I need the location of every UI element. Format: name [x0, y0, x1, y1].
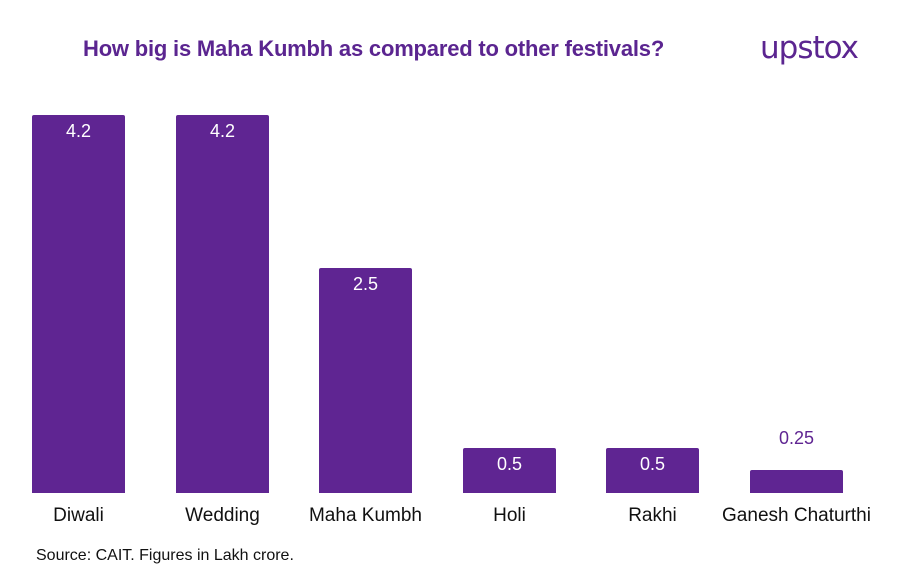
value-label: 2.5: [352, 274, 379, 294]
value-label: 0.5: [639, 454, 666, 474]
chart-title: How big is Maha Kumbh as compared to oth…: [83, 36, 665, 61]
category-label: Holi: [493, 505, 526, 526]
bar-ganesh-chaturthi: [750, 470, 843, 493]
bar-diwali: 4.2: [32, 115, 125, 493]
source-note: Source: CAIT. Figures in Lakh crore.: [36, 547, 294, 564]
bar-wedding: 4.2: [176, 115, 269, 493]
value-label: 4.2: [65, 121, 92, 141]
bar-maha-kumbh: 2.5: [319, 268, 412, 493]
category-label: Diwali: [53, 505, 104, 526]
upstox-logo: upstox: [760, 30, 859, 66]
value-label: 0.5: [496, 454, 523, 474]
logo-text: upstox: [760, 30, 859, 66]
bar-rakhi: 0.5: [606, 448, 699, 493]
category-label: Wedding: [185, 505, 260, 526]
category-label: Rakhi: [628, 505, 677, 526]
bar-holi: 0.5: [463, 448, 556, 493]
value-label: 0.25: [778, 428, 815, 448]
value-label: 4.2: [209, 121, 236, 141]
category-label: Ganesh Chaturthi: [722, 505, 871, 526]
category-label: Maha Kumbh: [308, 505, 422, 526]
